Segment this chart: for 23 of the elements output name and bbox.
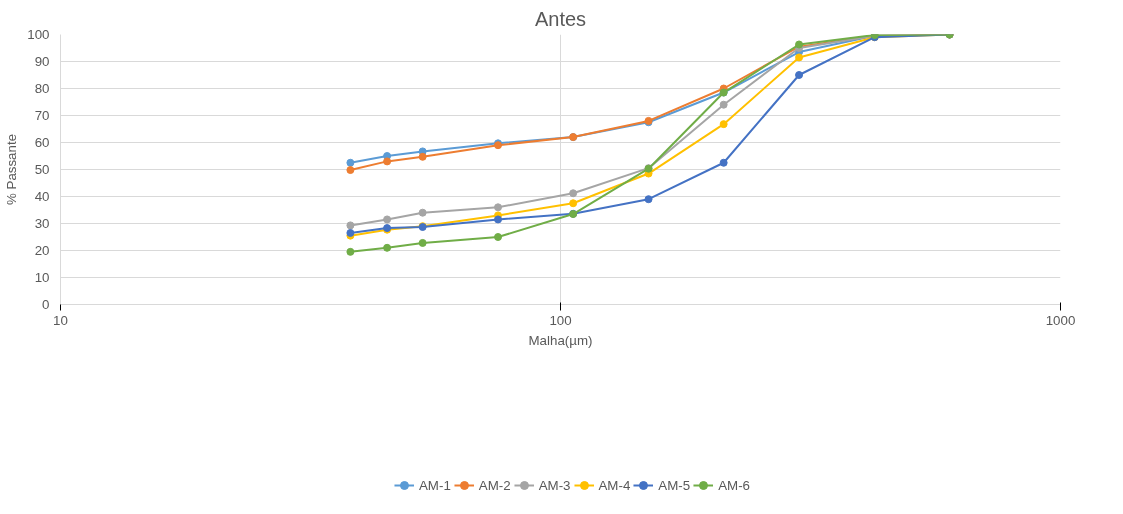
y-tick-label: 40 [34, 189, 50, 204]
y-tick-label: 30 [34, 216, 50, 231]
y-tick-label: 20 [34, 243, 50, 258]
y-tick-label: 80 [34, 81, 50, 96]
y-tick-label: 70 [34, 108, 50, 123]
y-axis-title: % Passante [4, 133, 20, 206]
y-tick-label: 0 [42, 297, 50, 312]
y-tick-label: 50 [34, 162, 50, 177]
legend-label: AM-3 [538, 477, 571, 493]
y-tick-label: 10 [34, 270, 50, 285]
chart-title: Antes [534, 7, 587, 30]
x-tick-label: 10 [53, 312, 68, 328]
legend-label: AM-6 [718, 477, 751, 493]
y-tick-label: 60 [34, 135, 50, 150]
x-axis-title: Malha(µm) [528, 332, 593, 348]
y-tick-label: 90 [34, 54, 50, 69]
legend-label: AM-2 [478, 477, 511, 493]
legend-label: AM-4 [598, 477, 631, 493]
x-tick-label: 100 [549, 312, 572, 328]
legend-label: AM-1 [418, 477, 451, 493]
x-tick-label: 1000 [1045, 312, 1076, 328]
y-tick-label: 100 [27, 27, 50, 42]
legend-label: AM-5 [658, 477, 691, 493]
